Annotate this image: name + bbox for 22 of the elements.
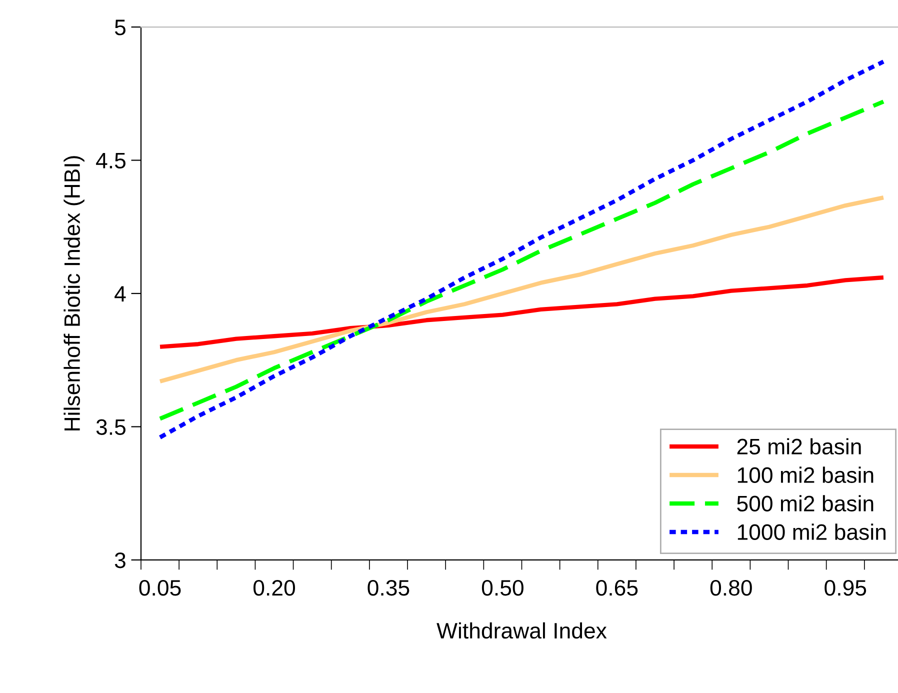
line-series bbox=[158, 100, 886, 421]
x-tick-label: 0.20 bbox=[253, 580, 296, 596]
line-series bbox=[158, 60, 886, 440]
line-series bbox=[158, 275, 886, 349]
x-tick-label: 0.05 bbox=[139, 580, 181, 596]
y-tick-label: 3.5 bbox=[96, 419, 126, 435]
x-tick-label: 0.65 bbox=[596, 580, 638, 596]
legend-label: 500 mi2 basin bbox=[737, 495, 874, 512]
x-tick-label: 0.80 bbox=[710, 580, 752, 596]
line-series bbox=[158, 195, 886, 384]
legend-label: 100 mi2 basin bbox=[738, 466, 874, 484]
y-axis-title: Hilsenhoff Biotic Index (HBI) bbox=[64, 156, 84, 430]
legend-label: 25 mi2 basin bbox=[737, 438, 861, 455]
legend-label: 1000 mi2 basin bbox=[738, 524, 886, 540]
x-axis-title: Withdrawal Index bbox=[436, 622, 607, 639]
x-tick-label: 0.50 bbox=[482, 580, 524, 596]
y-tick-label: 3 bbox=[114, 552, 126, 568]
y-tick-label: 4.5 bbox=[96, 153, 126, 169]
x-tick-label: 0.95 bbox=[824, 580, 866, 596]
x-tick-label: 0.35 bbox=[368, 580, 410, 596]
y-tick-label: 4 bbox=[114, 286, 126, 302]
y-tick-label: 5 bbox=[114, 20, 126, 36]
